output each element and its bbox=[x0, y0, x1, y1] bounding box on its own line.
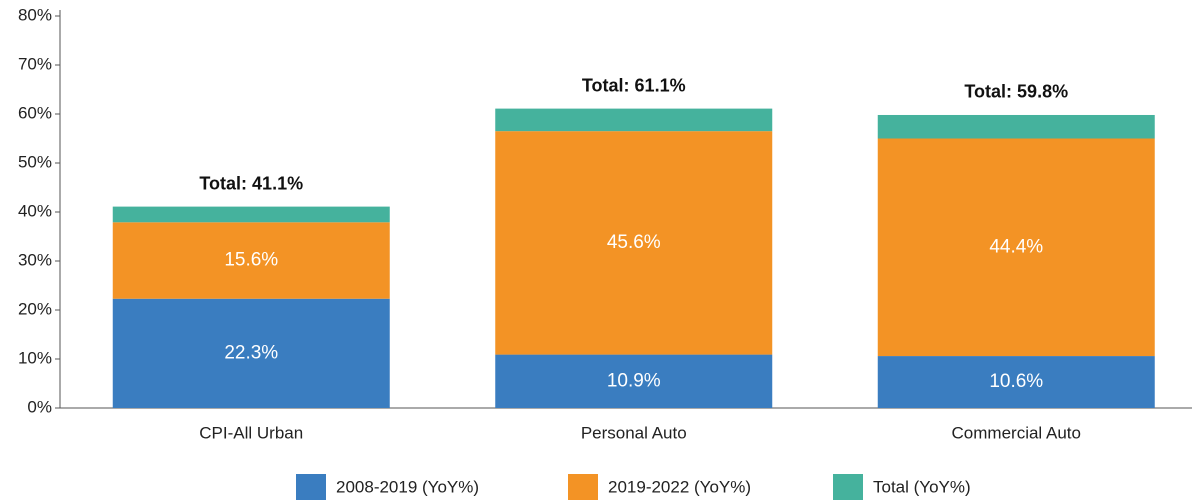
bar-segment bbox=[112, 222, 390, 299]
segment-label: 10.9% bbox=[607, 370, 661, 391]
total-label: Total: 59.8% bbox=[964, 82, 1068, 102]
y-tick-label: 60% bbox=[18, 103, 52, 122]
bar-segment bbox=[112, 206, 390, 223]
y-tick-label: 0% bbox=[27, 397, 52, 416]
legend-label: 2008-2019 (YoY%) bbox=[336, 477, 479, 496]
legend-swatch bbox=[296, 474, 326, 500]
bar-segment bbox=[877, 356, 1155, 408]
total-label: Total: 61.1% bbox=[582, 75, 686, 95]
x-tick-label: CPI-All Urban bbox=[199, 423, 303, 442]
x-tick-label: Commercial Auto bbox=[952, 423, 1081, 442]
legend-label: Total (YoY%) bbox=[873, 477, 971, 496]
y-tick-label: 10% bbox=[18, 348, 52, 367]
y-tick-label: 30% bbox=[18, 250, 52, 269]
y-tick-label: 40% bbox=[18, 201, 52, 220]
legend-swatch bbox=[833, 474, 863, 500]
y-tick-label: 80% bbox=[18, 5, 52, 24]
bar-segment bbox=[112, 298, 390, 408]
segment-label: 45.6% bbox=[607, 232, 661, 253]
legend-swatch bbox=[568, 474, 598, 500]
x-tick-label: Personal Auto bbox=[581, 423, 687, 442]
total-label: Total: 41.1% bbox=[199, 173, 303, 193]
y-tick-label: 20% bbox=[18, 299, 52, 318]
segment-label: 22.3% bbox=[224, 342, 278, 363]
segment-label: 10.6% bbox=[989, 371, 1043, 392]
bar-segment bbox=[495, 354, 773, 408]
bar-segment bbox=[495, 108, 773, 132]
legend-label: 2019-2022 (YoY%) bbox=[608, 477, 751, 496]
segment-label: 15.6% bbox=[224, 250, 278, 271]
segment-label: 44.4% bbox=[989, 236, 1043, 257]
bar-segment bbox=[495, 131, 773, 355]
y-tick-label: 50% bbox=[18, 152, 52, 171]
y-tick-label: 70% bbox=[18, 54, 52, 73]
bar-segment bbox=[877, 114, 1155, 139]
bar-segment bbox=[877, 138, 1155, 357]
